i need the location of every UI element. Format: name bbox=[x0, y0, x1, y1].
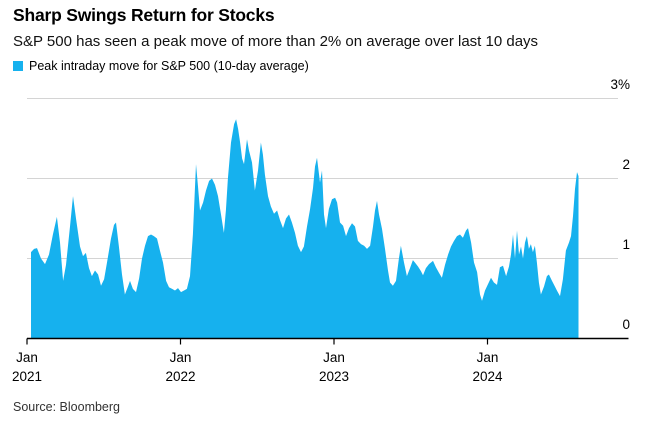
x-axis-label-2023: Jan 2023 bbox=[318, 350, 350, 384]
source-note: Source: Bloomberg bbox=[13, 400, 121, 414]
y-axis-label-1: 1 bbox=[622, 236, 630, 252]
area-series bbox=[31, 119, 579, 339]
x-axis-label-2021: Jan 2021 bbox=[11, 350, 43, 384]
chart-subtitle: S&P 500 has seen a peak move of more tha… bbox=[13, 33, 539, 50]
legend-label: Peak intraday move for S&P 500 (10-day a… bbox=[29, 59, 309, 73]
y-axis-label-3: 3% bbox=[610, 76, 630, 92]
legend-swatch-icon bbox=[13, 61, 23, 71]
x-axis-label-2022: Jan 2022 bbox=[165, 350, 196, 384]
x-axis-label-2024: Jan 2024 bbox=[472, 350, 503, 384]
y-axis-label-0: 0 bbox=[622, 316, 630, 332]
y-axis-label-2: 2 bbox=[622, 156, 630, 172]
page-title: Sharp Swings Return for Stocks bbox=[13, 5, 275, 25]
chart-legend: Peak intraday move for S&P 500 (10-day a… bbox=[13, 59, 309, 73]
